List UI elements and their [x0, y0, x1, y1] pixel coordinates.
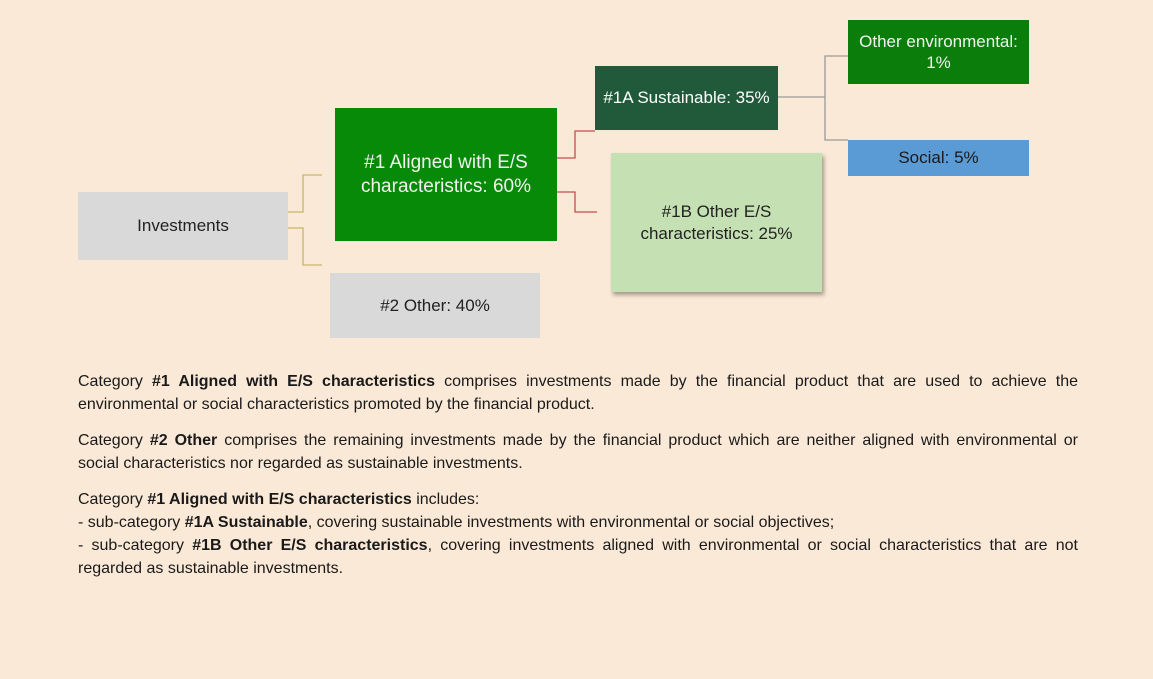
node-aligned: #1 Aligned with E/S characteristics: 60%	[335, 108, 557, 241]
node-other: #2 Other: 40%	[330, 273, 540, 338]
text: - sub-category	[78, 537, 193, 554]
text: Category	[78, 373, 153, 390]
text-line: - sub-category #1A Sustainable, covering…	[78, 511, 1078, 534]
connector	[824, 55, 848, 141]
bold-text: #1A Sustainable	[184, 514, 308, 531]
paragraph: Category #1 Aligned with E/S characteris…	[78, 370, 1078, 416]
explanation: Category #1 Aligned with E/S characteris…	[78, 370, 1078, 593]
bold-text: #1 Aligned with E/S characteristics	[147, 491, 412, 508]
node-sustainable: #1A Sustainable: 35%	[595, 66, 778, 130]
text: , covering sustainable investments with …	[307, 514, 835, 531]
text-line: - sub-category #1B Other E/S characteris…	[78, 534, 1078, 580]
text: includes:	[411, 491, 480, 508]
text: comprises investments made by the financ…	[78, 373, 1079, 413]
connector	[557, 191, 597, 213]
bold-text: #1B Other E/S characteristics	[192, 537, 428, 554]
bold-text: #1 Aligned with E/S characteristics	[152, 373, 436, 390]
text: comprises the remaining investments made…	[78, 432, 1078, 472]
paragraph: Category #1 Aligned with E/S characteris…	[78, 488, 1078, 580]
node-environmental: Other environmental: 1%	[848, 20, 1029, 84]
text-line: Category #1 Aligned with E/S characteris…	[78, 370, 1078, 416]
text: , covering investments aligned with envi…	[78, 537, 1078, 577]
text: - sub-category	[78, 514, 185, 531]
bold-text: #2 Other	[149, 432, 218, 449]
text-line: Category #1 Aligned with E/S characteris…	[78, 488, 1078, 511]
connectors	[288, 55, 848, 266]
text: Category	[78, 432, 150, 449]
paragraph: Category #2 Other comprises the remainin…	[78, 429, 1078, 475]
node-investments: Investments	[78, 192, 288, 260]
node-other-es: #1B Other E/S characteristics: 25%	[611, 153, 822, 292]
text-line: Category #2 Other comprises the remainin…	[78, 429, 1078, 475]
node-social: Social: 5%	[848, 140, 1029, 176]
connector	[288, 227, 322, 266]
connector	[557, 130, 595, 159]
text: Category	[78, 491, 148, 508]
connector	[288, 174, 322, 213]
